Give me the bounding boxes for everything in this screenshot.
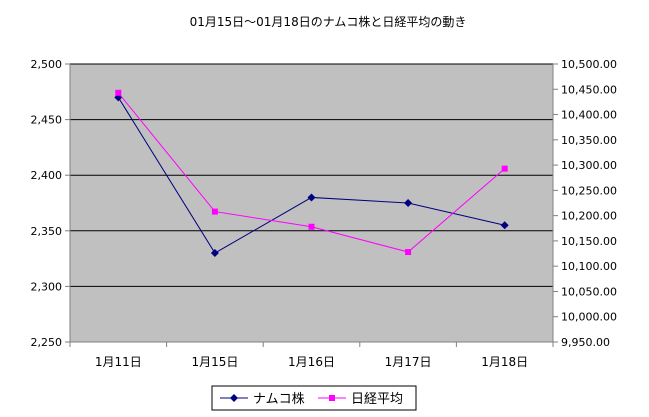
legend-label: ナムコ株	[253, 392, 305, 407]
left-tick-label: 2,450	[31, 114, 63, 127]
right-tick-label: 10,050.00	[561, 285, 617, 298]
x-tick-label: 1月16日	[288, 355, 335, 369]
left-axis-tick-labels: 2,250 2,300 2,350 2,400 2,450 2,500	[31, 58, 63, 349]
data-point-diamond	[307, 193, 316, 202]
right-axis-tick-labels: 9,950.00 10,000.00 10,050.00 10,100.00 10,15…	[561, 58, 617, 349]
data-point-square	[211, 208, 218, 215]
right-tick-label: 10,500.00	[561, 58, 617, 71]
right-tick-label: 10,450.00	[561, 83, 617, 96]
legend: ナムコ株 日経平均	[211, 385, 417, 411]
x-tick-label: 1月11日	[95, 355, 142, 369]
right-tick-label: 10,400.00	[561, 109, 617, 122]
series-lines	[114, 89, 509, 258]
data-point-diamond	[210, 249, 219, 258]
plot-area	[70, 64, 553, 342]
x-tick-label: 1月18日	[481, 355, 528, 369]
right-tick-label: 10,000.00	[561, 311, 617, 324]
x-axis-tick-labels: 1月11日 1月15日 1月16日 1月17日 1月18日	[95, 355, 528, 369]
right-tick-label: 10,200.00	[561, 210, 617, 223]
right-tick-label: 10,350.00	[561, 134, 617, 147]
legend-label: 日経平均	[351, 392, 403, 407]
data-point-square	[405, 249, 412, 256]
data-point-diamond	[404, 199, 413, 207]
chart-title: 01月15日～01月18日のナムコ株と日経平均の動き	[190, 14, 467, 29]
x-tick-label: 1月15日	[191, 355, 238, 369]
right-tick-label: 10,150.00	[561, 235, 617, 248]
axes	[65, 63, 558, 347]
right-tick-label: 10,250.00	[561, 184, 617, 197]
left-tick-label: 2,250	[31, 336, 63, 349]
x-tick-label: 1月17日	[385, 355, 432, 369]
left-tick-label: 2,400	[31, 169, 63, 182]
right-tick-label: 10,100.00	[561, 260, 617, 273]
data-point-square	[115, 89, 122, 96]
right-tick-label: 9,950.00	[561, 336, 610, 349]
data-point-square	[308, 223, 315, 230]
legend-marker-diamond	[230, 394, 238, 402]
legend-marker-square	[329, 395, 335, 401]
data-point-square	[501, 165, 508, 172]
data-point-diamond	[500, 221, 509, 230]
right-tick-label: 10,300.00	[561, 159, 617, 172]
left-tick-label: 2,350	[31, 225, 63, 238]
left-tick-label: 2,500	[31, 58, 63, 71]
left-tick-label: 2,300	[31, 280, 63, 293]
